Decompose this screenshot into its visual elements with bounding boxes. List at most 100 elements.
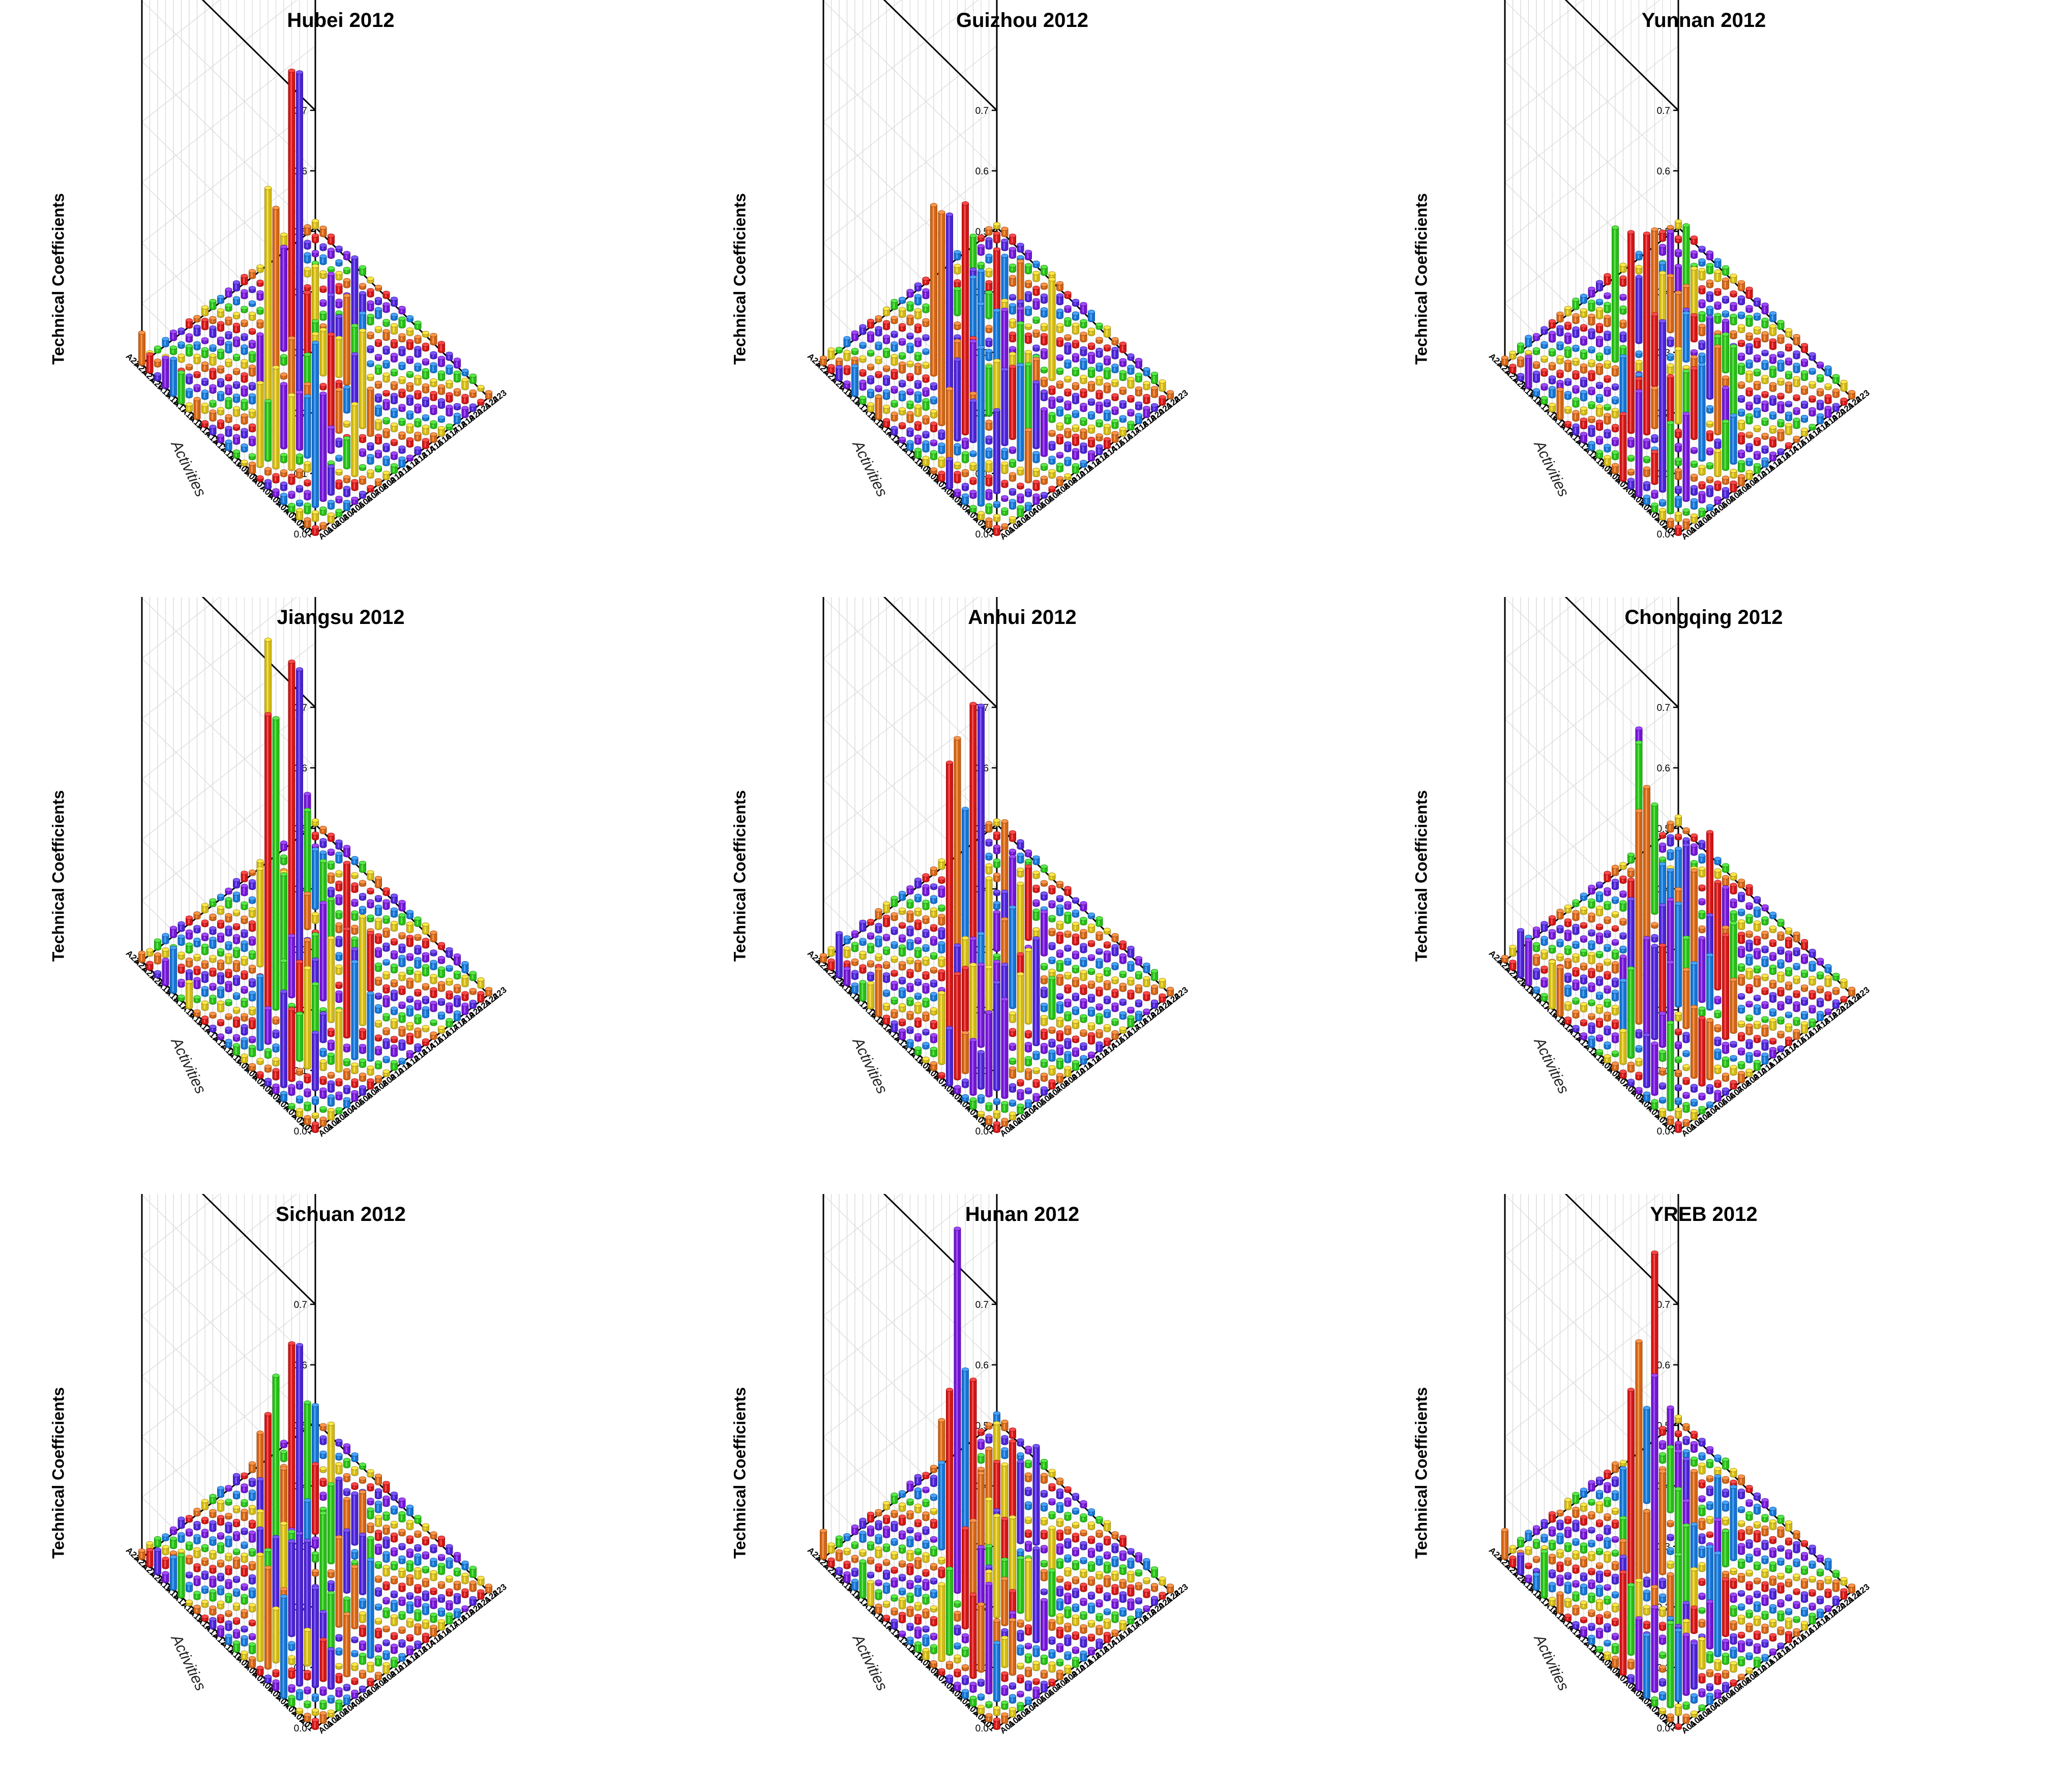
bar: [1009, 499, 1017, 510]
bar-highlight: [1035, 382, 1037, 447]
bar-top: [280, 481, 288, 486]
bar: [1722, 265, 1730, 276]
bar-top: [1056, 434, 1064, 438]
bar-top: [977, 234, 985, 239]
bar-top: [304, 382, 311, 386]
bar-top: [1056, 406, 1064, 410]
bar-highlight: [1098, 378, 1100, 384]
bar: [414, 375, 422, 386]
bar-highlight: [1066, 361, 1069, 367]
bar: [1041, 492, 1048, 499]
bar-highlight: [227, 318, 229, 324]
bar-highlight: [235, 298, 237, 304]
bar-highlight: [306, 292, 308, 387]
bar: [1032, 451, 1040, 463]
bar-top: [335, 271, 343, 275]
bar-top: [319, 299, 327, 304]
bar-highlight: [956, 323, 958, 328]
bar: [406, 371, 414, 378]
bar: [398, 404, 406, 412]
bar: [343, 293, 351, 386]
bar: [169, 356, 177, 397]
bar-top: [272, 488, 280, 493]
bar-highlight: [932, 384, 934, 389]
bar: [898, 338, 906, 346]
bar-highlight: [385, 472, 387, 479]
bar: [938, 429, 945, 440]
bar: [367, 485, 374, 493]
bar: [882, 389, 890, 400]
bar: [185, 373, 193, 384]
bar-highlight: [219, 421, 221, 428]
bar-highlight: [1043, 309, 1045, 316]
bar-top: [1104, 325, 1111, 330]
z-tick-label: 0.7: [1657, 106, 1670, 116]
bar-top: [1595, 280, 1603, 284]
bar: [1127, 365, 1135, 375]
bar-top: [280, 493, 288, 497]
bar-highlight: [219, 380, 221, 385]
bar: [1135, 373, 1143, 383]
bar-top: [319, 392, 327, 396]
bar-top: [882, 418, 890, 423]
bar: [835, 365, 843, 381]
bar: [1032, 480, 1040, 491]
bar-top: [359, 491, 367, 495]
bar: [898, 307, 906, 318]
bar-top: [1064, 428, 1072, 432]
bar: [319, 522, 327, 530]
bar-highlight: [393, 341, 395, 347]
bar-top: [922, 362, 930, 366]
bar-top: [962, 483, 969, 487]
bar: [438, 415, 446, 423]
bar: [891, 411, 898, 422]
bar-highlight: [1740, 282, 1742, 289]
bar-highlight: [909, 291, 911, 296]
bar: [1064, 291, 1072, 299]
bar-top: [969, 505, 977, 510]
bar: [962, 469, 969, 477]
bar-highlight: [266, 481, 269, 488]
bar: [382, 456, 390, 466]
bar-top: [1111, 406, 1119, 411]
bar: [985, 517, 993, 528]
bar: [367, 332, 374, 340]
bar-highlight: [1019, 365, 1021, 460]
bar-top: [1001, 447, 1009, 452]
bar-top: [335, 455, 343, 459]
bar: [335, 479, 343, 490]
bar-top: [835, 347, 843, 351]
bar-highlight: [925, 389, 927, 395]
bar: [367, 454, 374, 465]
bar-highlight: [862, 398, 864, 403]
bar: [232, 424, 240, 431]
bar-highlight: [1074, 412, 1076, 416]
bar-top: [280, 245, 288, 249]
bar-highlight: [925, 376, 927, 381]
bar-highlight: [916, 296, 918, 304]
bar-highlight: [1708, 293, 1710, 301]
bar-top: [296, 453, 304, 458]
bar: [359, 475, 367, 485]
bar-top: [438, 355, 446, 360]
bar: [1032, 285, 1040, 296]
bar-highlight: [1043, 350, 1045, 357]
bar: [993, 514, 1001, 522]
bar-top: [1032, 356, 1040, 361]
bar: [422, 425, 430, 435]
bar-highlight: [1082, 377, 1084, 382]
bar: [1127, 377, 1135, 389]
bar: [882, 347, 890, 359]
bar-top: [328, 499, 335, 504]
bar-highlight: [401, 335, 403, 341]
bar-highlight: [877, 397, 879, 418]
bar: [193, 384, 201, 393]
bar-highlight: [1121, 372, 1123, 379]
bar-highlight: [1043, 335, 1045, 344]
bar-highlight: [393, 410, 395, 416]
bar: [882, 418, 890, 428]
bar-top: [985, 253, 993, 258]
bar-top: [906, 427, 914, 432]
bar-top: [1754, 297, 1761, 302]
bar: [859, 369, 867, 377]
